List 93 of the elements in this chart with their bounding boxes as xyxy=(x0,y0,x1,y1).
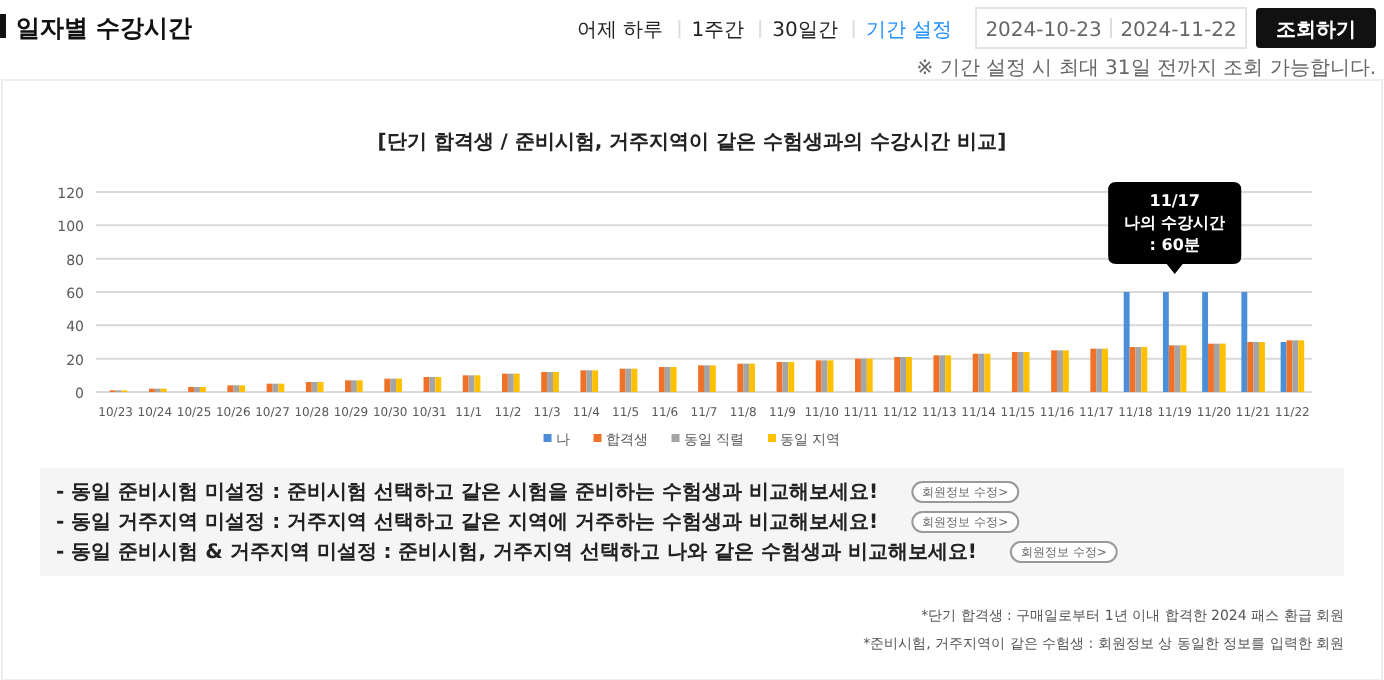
bar xyxy=(619,368,626,392)
bar xyxy=(1298,340,1305,392)
bar xyxy=(468,375,475,392)
bar xyxy=(704,365,710,392)
bar xyxy=(1213,343,1220,392)
bar xyxy=(305,382,312,392)
bar xyxy=(552,372,559,392)
bar xyxy=(664,367,671,392)
bar xyxy=(547,372,553,392)
bar xyxy=(1162,292,1169,392)
bar xyxy=(984,353,991,392)
bar xyxy=(239,385,246,392)
bar xyxy=(429,377,436,392)
bar xyxy=(709,365,716,392)
bar xyxy=(670,367,677,392)
bar xyxy=(1247,342,1254,392)
bar xyxy=(972,353,979,392)
bar xyxy=(311,382,318,392)
bar xyxy=(631,368,638,392)
bar xyxy=(900,357,907,392)
bar xyxy=(1219,343,1226,392)
bar xyxy=(1057,350,1063,392)
bar xyxy=(501,373,508,392)
bar xyxy=(1102,348,1109,392)
bar xyxy=(788,362,795,392)
bar xyxy=(906,357,912,392)
bar xyxy=(1062,350,1069,392)
bar xyxy=(266,383,273,392)
text: 30일간 xyxy=(772,20,838,42)
bar xyxy=(945,355,952,392)
text: 2024-11-22 xyxy=(1120,20,1237,42)
bar xyxy=(1023,352,1030,392)
bar xyxy=(278,383,285,392)
text: 조회하기 xyxy=(1276,20,1356,42)
bar xyxy=(356,380,363,392)
text: ※ 기간 설정 시 최대 31일 전까지 조회 가능합니다. xyxy=(916,58,1376,80)
bar xyxy=(1096,348,1103,392)
bar xyxy=(737,363,744,392)
bar xyxy=(592,370,599,392)
bar xyxy=(821,360,828,392)
bar xyxy=(1017,352,1024,392)
bar xyxy=(894,357,901,392)
bar xyxy=(384,378,391,392)
text: - 동일 준비시험 & 거주지역 미설정 : 준비시험, 거주지역 선택하고 나와 같은 수험생과 비교해보세요! xyxy=(56,542,977,564)
bar xyxy=(1174,345,1181,392)
chart-title: 일자별 수강시간 xyxy=(16,14,193,42)
bar xyxy=(227,385,234,392)
chart-subtitle: [단기 합격생 / 준비시험, 거주지역이 같은 수험생과의 수강시간 비교] xyxy=(377,132,1007,154)
bar xyxy=(580,370,587,392)
bar xyxy=(233,385,240,392)
bar xyxy=(1051,350,1058,392)
bar xyxy=(1011,352,1018,392)
bar xyxy=(1208,343,1214,392)
bar xyxy=(815,360,822,392)
bar xyxy=(462,375,469,392)
bar xyxy=(743,363,750,392)
bar xyxy=(749,363,755,392)
text: - 동일 거주지역 미설정 : 거주지역 선택하고 같은 지역에 거주하는 수험생과 비교해보세요! xyxy=(56,512,879,534)
bar xyxy=(855,358,861,392)
bar xyxy=(658,367,665,392)
bar xyxy=(1259,342,1265,392)
bar xyxy=(390,378,397,392)
text: 어제 하루 xyxy=(577,20,664,42)
text: 2024-10-23 xyxy=(985,20,1102,42)
text: - 동일 준비시험 미설정 : 준비시험 선택하고 같은 시험을 준비하는 수험생과 비교해보세요! xyxy=(56,482,879,504)
bar xyxy=(1241,292,1248,392)
bar xyxy=(1123,292,1130,392)
bar xyxy=(939,355,946,392)
bar xyxy=(933,355,940,392)
bar xyxy=(1292,340,1299,392)
text: 1주간 xyxy=(691,20,745,42)
bar xyxy=(1141,347,1148,392)
bar xyxy=(513,373,520,392)
bar xyxy=(1168,345,1175,392)
bar xyxy=(507,373,514,392)
bar xyxy=(586,370,593,392)
bar xyxy=(435,377,442,392)
bar xyxy=(345,380,351,392)
bar xyxy=(698,365,704,392)
bar xyxy=(860,358,867,392)
text: 기간 설정 xyxy=(865,20,952,42)
bar xyxy=(866,358,873,392)
bar xyxy=(396,378,402,392)
bar xyxy=(1253,342,1260,392)
bar xyxy=(1280,342,1287,392)
bar xyxy=(782,362,789,392)
bar xyxy=(350,380,357,392)
bar xyxy=(541,372,548,392)
bar xyxy=(1090,348,1097,392)
bar xyxy=(317,382,324,392)
bar xyxy=(1202,292,1209,392)
bar xyxy=(1135,347,1142,392)
annotation: 11/17 나의 수강시간 : 60분 xyxy=(1123,192,1226,254)
